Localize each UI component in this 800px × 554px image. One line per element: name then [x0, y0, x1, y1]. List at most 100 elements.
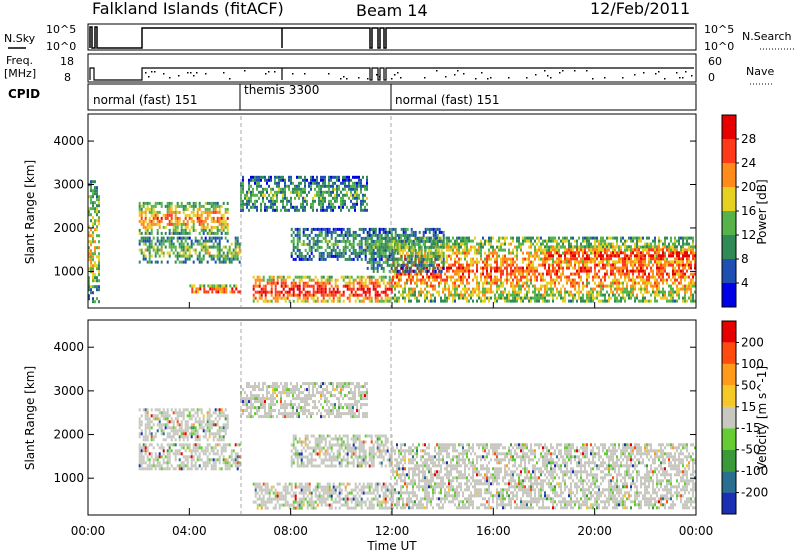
- data-cell: [590, 260, 592, 264]
- data-cell: [298, 227, 301, 231]
- data-cell: [402, 230, 405, 234]
- data-cell: [160, 251, 163, 255]
- data-cell: [286, 293, 289, 297]
- data-cell: [346, 284, 349, 288]
- nave-dot: [679, 77, 681, 79]
- data-cell: [440, 278, 442, 282]
- data-cell: [598, 251, 600, 255]
- data-cell: [312, 175, 314, 179]
- data-cell: [532, 269, 534, 273]
- data-cell: [162, 213, 165, 217]
- data-cell: [626, 281, 628, 285]
- data-cell: [318, 199, 320, 203]
- data-cell: [288, 287, 291, 291]
- data-cell: [554, 293, 556, 297]
- data-cell: [408, 293, 410, 297]
- data-cell: [400, 263, 403, 267]
- data-cell: [580, 245, 582, 249]
- data-cell: [616, 299, 618, 303]
- data-cell: [276, 196, 278, 200]
- data-cell: [552, 260, 554, 264]
- data-cell: [180, 231, 183, 235]
- data-cell: [258, 275, 261, 279]
- data-cell: [342, 233, 345, 237]
- data-cell: [670, 290, 672, 294]
- data-cell: [370, 299, 373, 303]
- data-cell: [534, 251, 536, 255]
- data-cell: [219, 290, 222, 294]
- data-cell: [338, 178, 340, 182]
- data-cell: [658, 290, 660, 294]
- data-cell: [522, 260, 524, 264]
- data-cell: [680, 236, 682, 240]
- data-cell: [216, 204, 219, 208]
- data-cell: [342, 227, 345, 231]
- data-cell: [602, 248, 604, 252]
- data-cell: [374, 296, 377, 300]
- data-cell: [442, 254, 445, 258]
- data-cell: [654, 290, 656, 294]
- data-cell: [680, 248, 682, 252]
- data-cell: [358, 181, 360, 185]
- data-cell: [622, 293, 624, 297]
- data-cell: [516, 251, 518, 255]
- data-cell: [398, 239, 401, 243]
- data-cell: [470, 263, 472, 267]
- data-cell: [292, 281, 295, 285]
- data-cell: [212, 254, 215, 258]
- data-cell: [384, 293, 387, 297]
- data-cell: [400, 284, 402, 288]
- data-cell: [312, 254, 315, 258]
- data-cell: [428, 254, 431, 258]
- data-cell: [430, 299, 432, 303]
- data-cell: [96, 225, 98, 229]
- data-cell: [376, 284, 379, 288]
- data-cell: [348, 299, 351, 303]
- data-cell: [670, 260, 672, 264]
- data-cell: [390, 257, 393, 261]
- data-cell: [692, 236, 694, 240]
- data-cell: [636, 248, 638, 252]
- data-cell: [184, 228, 187, 232]
- data-cell: [490, 236, 492, 240]
- data-cell: [342, 251, 345, 255]
- data-cell: [346, 190, 348, 194]
- data-cell: [470, 239, 472, 243]
- data-cell: [470, 248, 472, 252]
- data-cell: [636, 260, 638, 264]
- data-cell: [500, 236, 502, 240]
- data-cell: [672, 293, 674, 297]
- data-cell: [348, 208, 350, 212]
- data-cell: [528, 236, 530, 240]
- data-cell: [492, 236, 494, 240]
- data-cell: [400, 236, 402, 240]
- data-cell: [144, 207, 147, 211]
- data-cell: [522, 257, 524, 261]
- data-cell: [256, 275, 259, 279]
- data-cell: [448, 284, 450, 288]
- data-cell: [542, 284, 544, 288]
- data-cell: [252, 299, 255, 303]
- data-cell: [686, 260, 688, 264]
- data-cell: [239, 290, 242, 294]
- data-cell: [180, 222, 183, 226]
- data-cell: [514, 296, 516, 300]
- data-cell: [356, 254, 359, 258]
- data-cell: [446, 239, 448, 243]
- data-cell: [410, 275, 412, 279]
- data-cell: [228, 257, 231, 261]
- cpid-label: CPID: [8, 87, 40, 101]
- data-cell: [144, 254, 147, 258]
- data-cell: [96, 288, 98, 292]
- data-cell: [484, 278, 486, 282]
- data-cell: [416, 272, 418, 276]
- data-cell: [206, 213, 209, 217]
- data-cell: [564, 251, 566, 255]
- data-cell: [626, 269, 628, 273]
- data-cell: [586, 290, 588, 294]
- data-cell: [140, 207, 143, 211]
- data-cell: [88, 258, 90, 262]
- data-cell: [360, 248, 363, 252]
- data-cell: [558, 290, 560, 294]
